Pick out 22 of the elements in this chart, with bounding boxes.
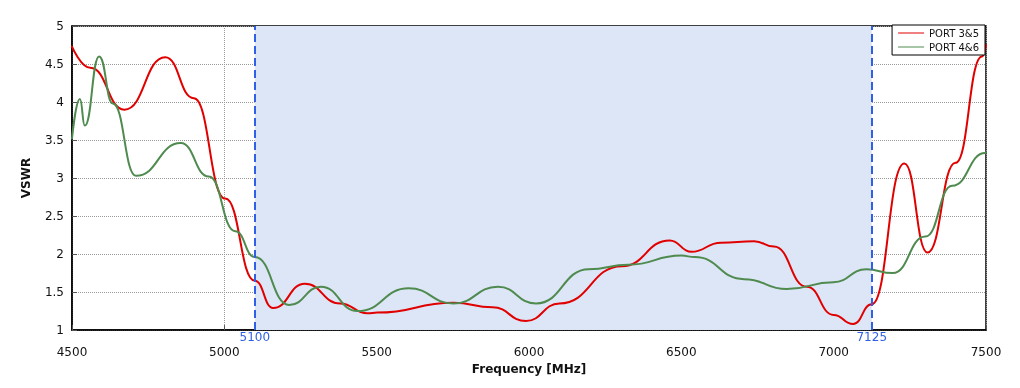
y-tick-label: 4 <box>56 95 64 110</box>
x-tick-label: 5000 <box>209 345 240 360</box>
y-tick-label: 3.5 <box>44 133 64 148</box>
y-tick-label: 1.5 <box>44 285 64 300</box>
x-tick-label: 7000 <box>818 345 849 360</box>
x-tick-label: 6000 <box>513 345 545 360</box>
x-tick-label: 7500 <box>970 345 1002 360</box>
y-tick-label: 1 <box>56 323 64 338</box>
y-tick-label: 3 <box>56 171 64 186</box>
y-tick-label: 4.5 <box>44 57 64 72</box>
x-tick-label: 6500 <box>666 345 697 360</box>
x-tick-label: 5500 <box>361 345 392 360</box>
y-tick-label: 2 <box>56 247 64 262</box>
y-tick-label: 5 <box>56 19 64 33</box>
legend-label: PORT 4&6 <box>929 41 980 53</box>
y-tick-label: 2.5 <box>44 209 64 224</box>
y-axis-title: VSWR <box>19 157 33 199</box>
ref-line-label: 7125 <box>856 330 888 345</box>
x-axis-title: Frequency [MHz] <box>471 362 587 376</box>
ref-line-label: 5100 <box>239 330 271 345</box>
x-tick-label: 4500 <box>56 345 88 360</box>
legend-label: PORT 3&5 <box>929 27 980 39</box>
